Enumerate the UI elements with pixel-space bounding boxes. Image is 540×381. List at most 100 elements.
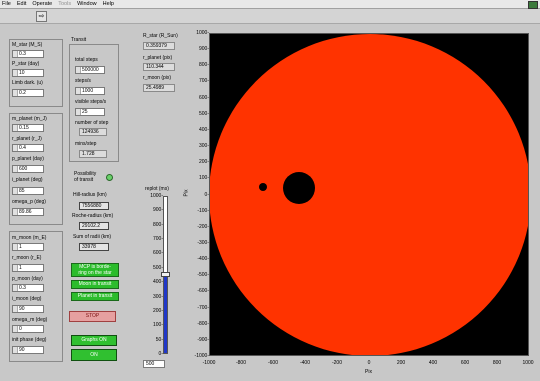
menu-bar: File Edit Operate Tools Window Help — [0, 0, 540, 9]
spinner-icon[interactable] — [76, 88, 81, 94]
plot-x-tick: -800 — [235, 360, 246, 366]
number-of-step-value: 124936 — [82, 129, 99, 135]
replot-slider-thumb[interactable] — [161, 272, 170, 277]
plot-xlabel: Pix — [365, 369, 372, 375]
moon-panel — [9, 231, 63, 362]
mins-step-label: mins/step — [75, 141, 97, 147]
replot-tick: 800- — [152, 221, 163, 228]
plot-y-tick: -200- — [197, 223, 209, 230]
i-moon-input[interactable]: 90 — [12, 305, 44, 313]
menu-operate[interactable]: Operate — [32, 1, 53, 7]
transit-title: Transit — [71, 37, 87, 43]
hill-radius-readout: 7556880 — [79, 202, 109, 210]
roche-radius-label: Roche-radius (km) — [72, 213, 114, 219]
replot-tick: 600- — [152, 250, 163, 257]
possibility-led — [106, 174, 113, 181]
replot-tick: 300- — [152, 293, 163, 300]
i-planet-input[interactable]: 85 — [12, 187, 44, 195]
spinner-icon[interactable] — [13, 285, 18, 291]
replot-tick: 100- — [152, 322, 163, 329]
r-planet-pix-label: r_planet (pix) — [143, 55, 173, 61]
omega-p-value: 89.86 — [19, 209, 32, 215]
graphs-on-toggle[interactable]: ON — [71, 349, 117, 361]
spinner-icon[interactable] — [13, 306, 18, 312]
omega-m-input[interactable]: 0 — [12, 325, 44, 333]
menu-window[interactable]: Window — [77, 1, 97, 7]
plot-x-tick: 400 — [428, 360, 438, 366]
menu-tools[interactable]: Tools — [58, 1, 72, 7]
replot-tick: 50- — [155, 336, 163, 343]
m-planet-label: m_planet (m_J) — [12, 116, 47, 122]
omega-p-label: omega_p (deg) — [12, 199, 46, 205]
planet-disk — [283, 172, 315, 204]
steps-s-input[interactable]: 1000 — [75, 87, 105, 95]
plot-y-tick: 400- — [198, 126, 209, 133]
plot-y-tick: -300- — [197, 239, 209, 246]
spinner-icon[interactable] — [13, 145, 18, 151]
replot-input[interactable]: 500 — [143, 360, 165, 368]
replot-tick: 900- — [152, 207, 163, 214]
m-planet-input[interactable]: 0.15 — [12, 124, 44, 132]
spinner-icon[interactable] — [13, 326, 18, 332]
replot-tick: 1000- — [150, 193, 163, 199]
spinner-icon[interactable] — [13, 244, 18, 250]
p-star-input[interactable]: 10 — [12, 69, 44, 77]
plot-y-tick: 500- — [198, 110, 209, 117]
plot-y-tick: 600- — [198, 94, 209, 101]
replot-slider-fill — [164, 275, 167, 353]
r-moon-input[interactable]: 1 — [12, 264, 44, 272]
replot-slider[interactable] — [161, 196, 170, 354]
omega-p-input[interactable]: 89.86 — [12, 208, 44, 216]
spinner-icon[interactable] — [13, 209, 18, 215]
p-planet-input[interactable]: 600 — [12, 165, 44, 173]
p-moon-input[interactable]: 0.3 — [12, 284, 44, 292]
planet-panel — [9, 113, 63, 225]
spinner-icon[interactable] — [13, 347, 18, 353]
i-planet-label: i_planet (deg) — [12, 177, 43, 183]
spinner-icon[interactable] — [13, 265, 18, 271]
spinner-icon[interactable] — [76, 67, 81, 73]
run-button[interactable]: ⇨ — [36, 11, 47, 22]
spinner-icon[interactable] — [13, 70, 18, 76]
r-planet-pix-readout: 110.344 — [143, 63, 175, 71]
mins-step-value: 1.728 — [82, 151, 95, 157]
mcp-indicator-label: MCP is borde- ring on the star — [78, 264, 112, 276]
stop-button[interactable]: STOP — [69, 311, 116, 322]
mcp-indicator: MCP is borde- ring on the star — [71, 263, 119, 277]
spinner-icon[interactable] — [13, 90, 18, 96]
sum-radii-label: Sum of radii (km) — [73, 234, 112, 240]
p-moon-label: p_moon (day) — [12, 276, 43, 282]
plot-x-tick: -600 — [267, 360, 278, 366]
m-moon-input[interactable]: 1 — [12, 243, 44, 251]
steps-s-label: steps/s — [75, 78, 91, 84]
plot-x-tick: 600 — [460, 360, 470, 366]
total-steps-input[interactable]: 500000 — [75, 66, 105, 74]
plot-y-tick: 200- — [198, 159, 209, 166]
spinner-icon[interactable] — [13, 125, 18, 131]
star-panel — [9, 39, 63, 107]
visible-steps-input[interactable]: 25 — [75, 108, 105, 116]
spinner-icon[interactable] — [76, 109, 81, 115]
visible-steps-label: visible steps/s — [75, 99, 107, 105]
spinner-icon[interactable] — [13, 166, 18, 172]
r-star-readout-label: R_star (R_Sun) — [143, 33, 178, 39]
init-phase-input[interactable]: 90 — [12, 346, 44, 354]
spinner-icon[interactable] — [13, 51, 18, 57]
menu-help[interactable]: Help — [102, 1, 114, 7]
limb-dark-input[interactable]: 0.2 — [12, 89, 44, 97]
plot-x-tick: 200 — [396, 360, 406, 366]
init-phase-label: init phase (deg) — [12, 337, 47, 343]
plot-y-tick: 900- — [198, 46, 209, 53]
menu-file[interactable]: File — [2, 1, 11, 7]
plot-y-tick: -400- — [197, 256, 209, 263]
replot-label: replot (ms) — [145, 186, 169, 192]
moon-disk — [259, 183, 267, 191]
r-planet-input[interactable]: 0.4 — [12, 144, 44, 152]
spinner-icon[interactable] — [13, 188, 18, 194]
plot-y-tick: -600- — [197, 288, 209, 295]
menu-edit[interactable]: Edit — [16, 1, 27, 7]
plot-x-tick: 800 — [492, 360, 502, 366]
toolbar: ⇨ — [0, 9, 540, 24]
omega-m-label: omega_m (deg) — [12, 317, 48, 323]
m-star-input[interactable]: 0.3 — [12, 50, 44, 58]
